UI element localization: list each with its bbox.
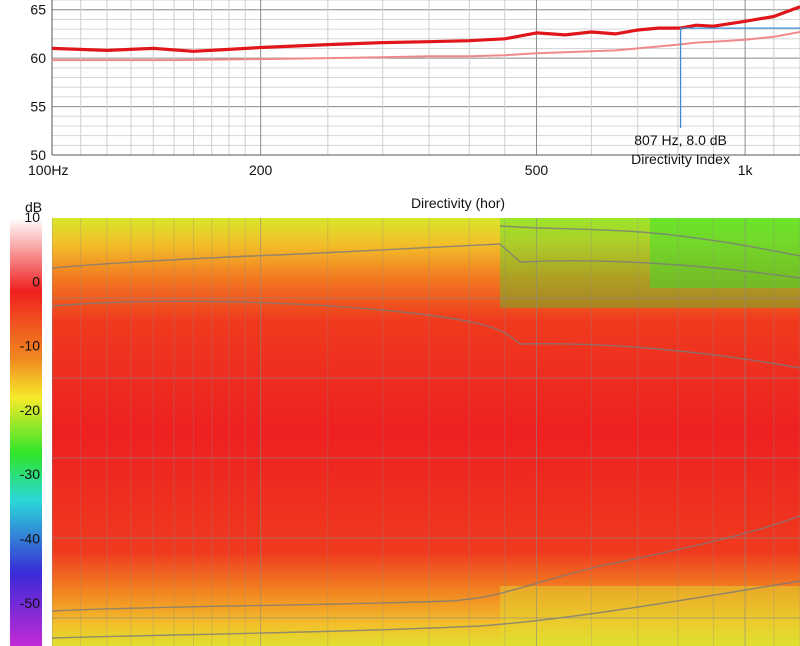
contour-line — [52, 580, 800, 639]
y-tick-label: 65 — [30, 2, 46, 18]
top-series-group — [51, 5, 800, 62]
contour-line — [52, 515, 800, 612]
y-tick-label: 60 — [30, 50, 46, 66]
series-line-2 — [52, 31, 800, 62]
colorbar-tick: -40 — [20, 531, 40, 547]
colorbar-unit-label: dB — [25, 199, 42, 215]
contour-line — [499, 225, 800, 257]
colorbar-tick-labels: 10 0 -10 -20 -30 -40 -50 — [20, 209, 40, 611]
contour-line — [52, 243, 800, 279]
colorbar-tick: 0 — [32, 273, 40, 289]
heatmap-hf-bottom-band — [500, 586, 800, 646]
colorbar-tick: -30 — [20, 466, 40, 482]
cursor-readout-label: 807 Hz, 8.0 dB — [634, 132, 727, 148]
heatmap-grid — [52, 218, 800, 646]
contour-line — [52, 300, 800, 369]
x-tick-labels: 100Hz 200 500 1k — [28, 162, 754, 178]
colorbar-tick: -50 — [20, 595, 40, 611]
y-tick-label: 50 — [30, 147, 46, 163]
cursor-crosshair[interactable] — [679, 27, 800, 128]
colorbar — [10, 218, 42, 646]
x-tick-label: 100Hz — [28, 162, 68, 178]
directivity-index-chart: 100Hz 200 500 1k 50 55 60 65 807 Hz, 8.0 dB Di… — [28, 0, 800, 178]
colorbar-tick: -10 — [20, 338, 40, 354]
x-tick-label: 200 — [249, 162, 273, 178]
top-grid — [51, 0, 800, 156]
y-tick-label: 55 — [30, 99, 46, 115]
heatmap-hf-top-green — [650, 218, 800, 288]
heatmap-title: Directivity (hor) — [411, 195, 505, 211]
colorbar-tick: -20 — [20, 402, 40, 418]
heatmap-area[interactable] — [52, 218, 800, 646]
colorbar-tick: 10 — [24, 209, 40, 225]
x-tick-label: 500 — [525, 162, 549, 178]
series-line-1 — [51, 5, 800, 53]
cursor-series-name: Directivity Index — [631, 151, 730, 167]
heatmap-field — [52, 218, 800, 646]
directivity-map-chart: 10 0 -10 -20 -30 -40 -50 dB Directivity (hor) — [10, 195, 800, 646]
x-tick-label: 1k — [738, 162, 754, 178]
y-tick-labels: 50 55 60 65 — [30, 2, 46, 163]
